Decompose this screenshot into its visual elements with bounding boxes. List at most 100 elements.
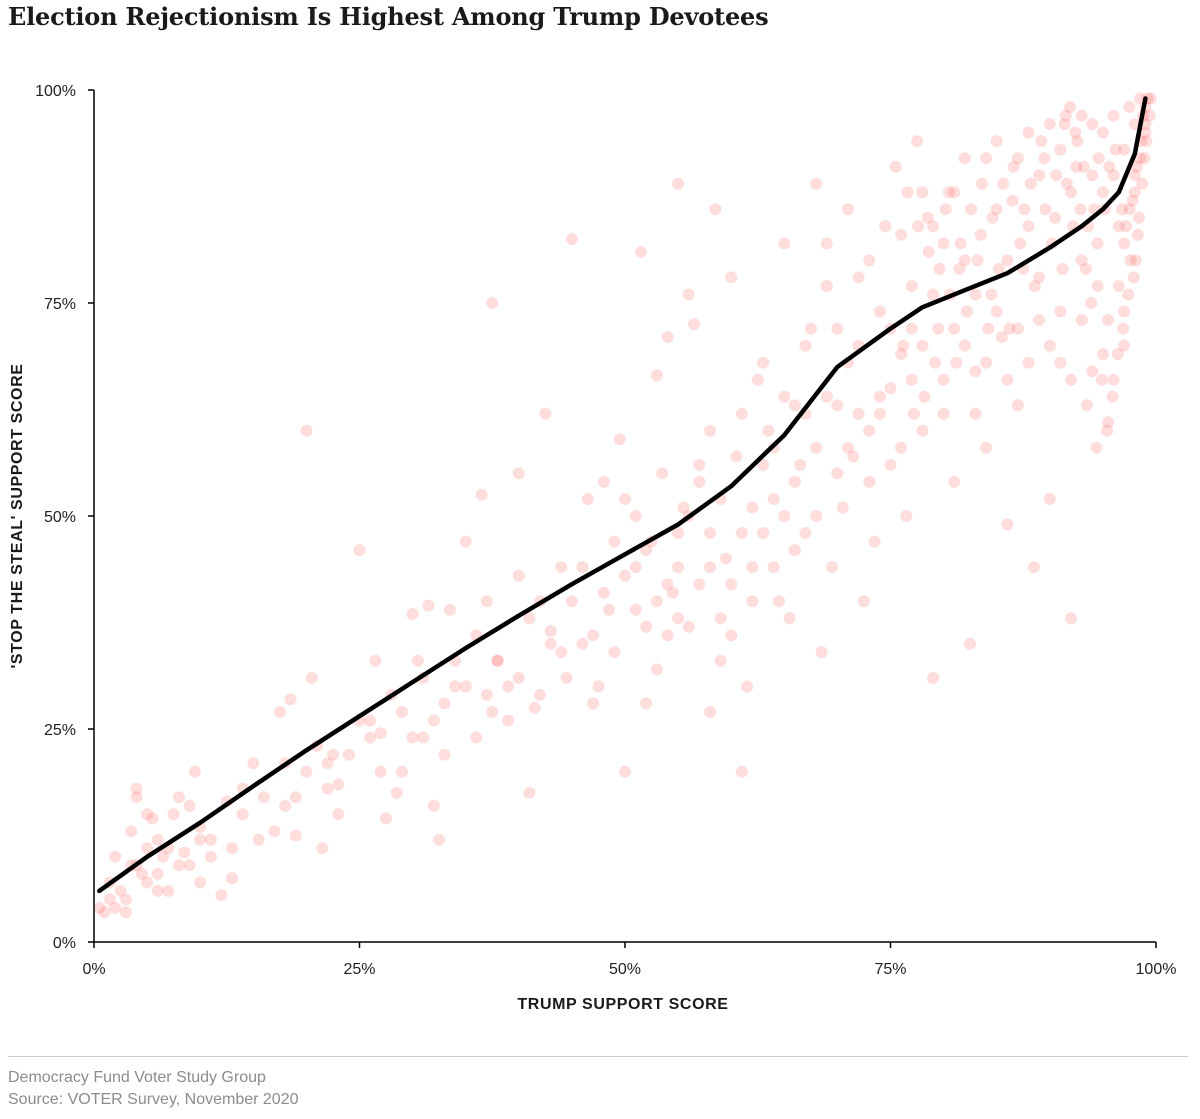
data-point bbox=[901, 186, 914, 199]
data-point bbox=[1112, 220, 1125, 233]
data-point bbox=[1118, 305, 1131, 318]
data-point bbox=[1126, 194, 1139, 207]
data-point bbox=[1075, 314, 1088, 326]
data-point bbox=[634, 245, 647, 258]
data-point bbox=[1059, 109, 1072, 122]
data-point bbox=[992, 262, 1005, 275]
data-point bbox=[480, 688, 493, 701]
data-point bbox=[289, 791, 302, 804]
y-tick-label: 0% bbox=[53, 935, 76, 952]
data-point bbox=[918, 390, 931, 403]
data-point bbox=[1092, 152, 1105, 165]
data-point bbox=[512, 467, 525, 480]
data-point bbox=[1118, 339, 1131, 352]
data-point bbox=[863, 475, 876, 488]
data-point bbox=[958, 152, 971, 165]
data-point bbox=[268, 825, 281, 838]
x-tick-label: 25% bbox=[343, 961, 375, 978]
data-point bbox=[939, 203, 952, 216]
data-point bbox=[1120, 220, 1133, 233]
data-point bbox=[411, 654, 424, 667]
data-point bbox=[889, 160, 902, 173]
data-point bbox=[576, 637, 589, 650]
data-point bbox=[1003, 322, 1016, 335]
data-point bbox=[1144, 92, 1157, 105]
data-point bbox=[597, 586, 610, 599]
data-point bbox=[459, 535, 472, 548]
data-point bbox=[884, 458, 897, 471]
data-point bbox=[603, 603, 616, 616]
data-point bbox=[1103, 160, 1116, 173]
data-point bbox=[735, 407, 748, 420]
data-point bbox=[709, 203, 722, 216]
data-point bbox=[1091, 237, 1104, 250]
data-point bbox=[119, 893, 132, 906]
data-point bbox=[1111, 348, 1124, 361]
data-point bbox=[438, 748, 451, 761]
data-point bbox=[1116, 203, 1128, 216]
data-point bbox=[613, 433, 626, 446]
data-point bbox=[661, 578, 674, 591]
data-point bbox=[1006, 194, 1019, 207]
data-point bbox=[1075, 109, 1088, 122]
data-point bbox=[433, 833, 446, 846]
data-point bbox=[831, 322, 844, 335]
data-point bbox=[109, 850, 122, 863]
data-point bbox=[103, 893, 116, 906]
data-point bbox=[146, 812, 159, 825]
data-point bbox=[672, 527, 685, 539]
data-point bbox=[316, 842, 329, 855]
data-point bbox=[746, 561, 759, 574]
data-point bbox=[969, 365, 982, 378]
data-point bbox=[1050, 169, 1063, 182]
data-point bbox=[1131, 228, 1144, 241]
data-point bbox=[1054, 356, 1067, 369]
data-point bbox=[937, 407, 950, 420]
data-point bbox=[1058, 118, 1071, 131]
data-point bbox=[799, 339, 812, 352]
data-point bbox=[1033, 271, 1046, 284]
data-point bbox=[932, 322, 945, 335]
data-point bbox=[1128, 186, 1141, 199]
data-point bbox=[980, 152, 993, 165]
data-point bbox=[958, 254, 971, 267]
data-point bbox=[1134, 152, 1147, 165]
data-point bbox=[873, 407, 886, 420]
data-point bbox=[1060, 177, 1073, 190]
data-point bbox=[650, 595, 663, 608]
source-org: Democracy Fund Voter Study Group bbox=[8, 1069, 266, 1086]
data-point bbox=[916, 424, 929, 437]
data-point bbox=[965, 203, 978, 216]
data-point bbox=[380, 812, 393, 825]
data-point bbox=[93, 901, 106, 914]
data-point bbox=[226, 842, 239, 855]
data-point bbox=[1086, 365, 1099, 378]
data-point bbox=[895, 348, 908, 361]
data-point bbox=[704, 527, 716, 539]
data-point bbox=[1086, 118, 1099, 131]
data-point bbox=[911, 135, 924, 148]
data-point bbox=[141, 876, 154, 889]
data-point bbox=[969, 407, 982, 420]
data-point bbox=[167, 808, 180, 821]
data-point bbox=[327, 748, 339, 761]
data-point bbox=[1022, 220, 1035, 233]
y-axis-title: 'STOP THE STEAL' SUPPORT SCORE bbox=[9, 363, 26, 668]
data-point bbox=[1124, 254, 1137, 267]
data-point bbox=[933, 262, 946, 275]
data-point bbox=[523, 786, 536, 799]
data-point bbox=[810, 177, 823, 190]
data-point bbox=[847, 450, 860, 463]
data-point bbox=[1143, 109, 1156, 122]
data-point bbox=[656, 467, 669, 480]
chart-title: Election Rejectionism Is Highest Among T… bbox=[8, 2, 769, 31]
data-point bbox=[1038, 152, 1051, 165]
data-point bbox=[1122, 288, 1135, 301]
data-point bbox=[1129, 254, 1142, 267]
data-point bbox=[804, 322, 817, 335]
data-point bbox=[502, 714, 515, 727]
data-point bbox=[1043, 493, 1056, 505]
data-point bbox=[672, 612, 685, 625]
data-point bbox=[640, 620, 653, 633]
data-point bbox=[390, 786, 403, 799]
